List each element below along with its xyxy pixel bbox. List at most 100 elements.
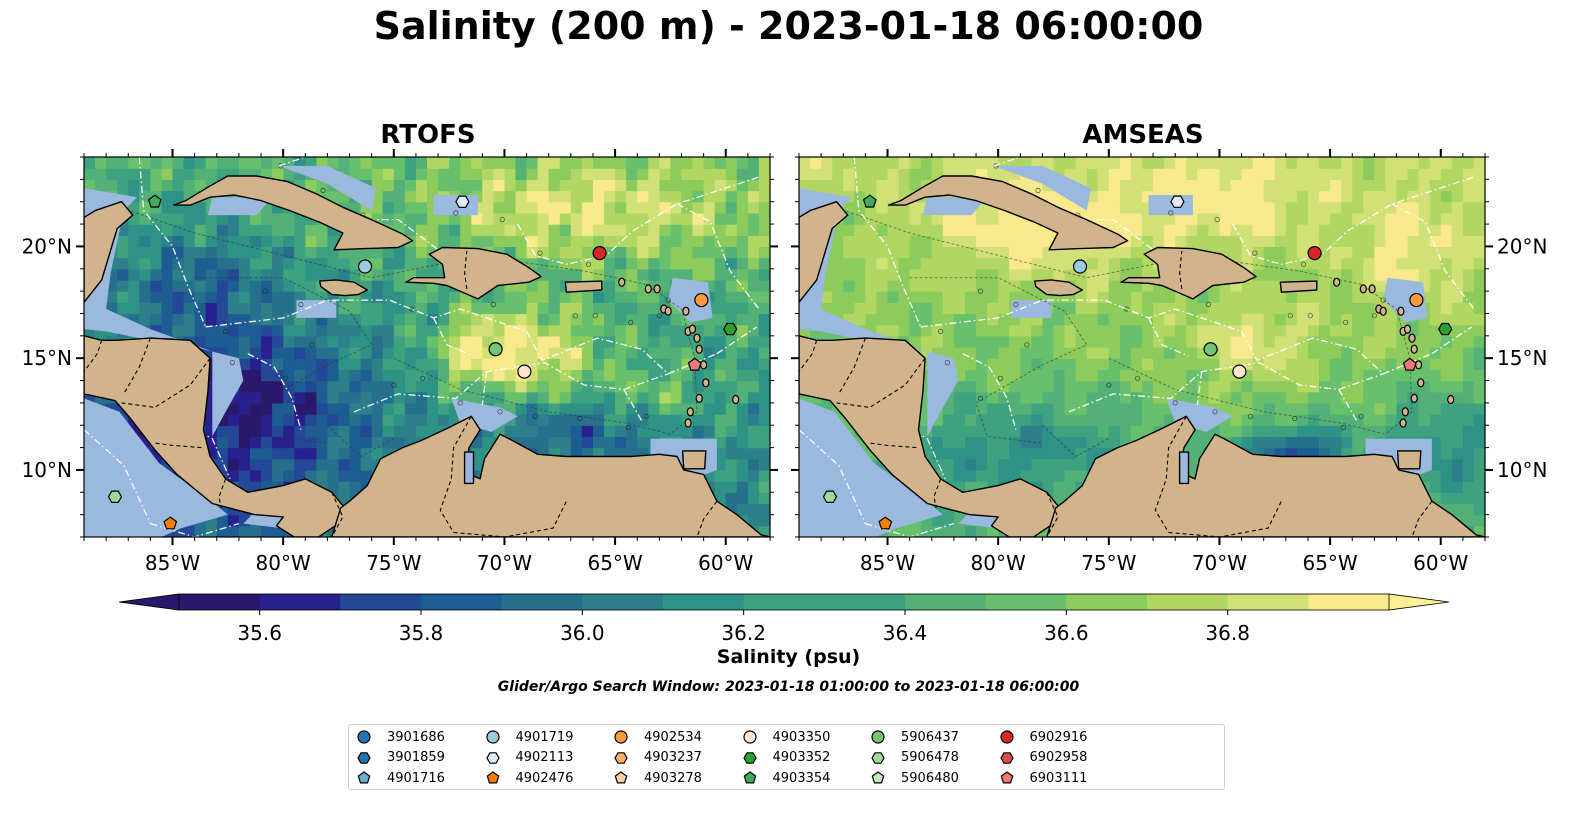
rtofs-lon-tick-label: 85°W (145, 551, 200, 575)
legend-item-3901859: 3901859 (355, 748, 445, 768)
rtofs-reef-contour (643, 413, 649, 419)
legend-marker-4901716[interactable] (357, 771, 371, 784)
legend-marker-hexagon-icon (485, 751, 500, 764)
rtofs-reef-contour (490, 301, 496, 308)
colorbar-tick-label: 36.0 (560, 621, 605, 645)
figure-title: Salinity (200 m) - 2023-01-18 06:00:00 (373, 4, 1204, 48)
amseas-platform-5906437[interactable] (1203, 342, 1218, 357)
rtofs-lon-tick-label: 65°W (587, 551, 642, 575)
amseas-eez-boundary (993, 157, 1021, 167)
amseas-map-panel[interactable]: 85°W 80°W 75°W 70°W 65°W 60°W 10°N 15°N 20°N (791, 149, 1547, 575)
amseas-shallow-water (1011, 300, 1052, 318)
legend-marker-5906478[interactable] (871, 751, 885, 764)
legend-marker-5906480[interactable] (871, 771, 885, 784)
rtofs-country-border (154, 442, 202, 449)
amseas-lon-tick-label: 75°W (1081, 551, 1136, 575)
rtofs-eez-boundary (367, 218, 443, 254)
rtofs-platform-4903350[interactable] (517, 364, 532, 379)
amseas-island (1359, 284, 1367, 294)
legend-marker-4902534[interactable] (614, 730, 628, 744)
colorbar-bin (259, 594, 341, 610)
amseas-eez-boundary (1232, 176, 1475, 265)
legend-marker-4901719[interactable] (485, 730, 500, 744)
legend-marker-circle-icon (999, 730, 1014, 744)
rtofs-bathymetry-contour (327, 424, 395, 458)
amseas-platform-5906478[interactable] (822, 490, 838, 503)
rtofs-reef-contour (537, 250, 543, 256)
rtofs-reef-contour (625, 424, 632, 431)
legend-marker-4902476[interactable] (486, 771, 499, 784)
colorbar-bin (743, 594, 825, 610)
legend-marker-3901859[interactable] (357, 751, 371, 764)
rtofs-platform-5906437[interactable] (488, 342, 503, 357)
legend-label: 4903352 (772, 750, 831, 765)
amseas-platform-6903111[interactable] (1402, 357, 1417, 371)
legend-label: 4901716 (387, 770, 445, 786)
legend-item-4901716: 4901716 (355, 768, 445, 788)
amseas-platform-4903352[interactable] (1438, 322, 1453, 336)
rtofs-platform-6903111[interactable] (687, 357, 702, 371)
amseas-platform-4903350[interactable] (1232, 364, 1247, 379)
rtofs-trinidad (681, 450, 707, 470)
rtofs-shallow-water (433, 195, 478, 216)
panel-title-rtofs: RTOFS (380, 120, 476, 150)
amseas-reef-contour (977, 395, 984, 401)
rtofs-shallow-water (296, 300, 337, 318)
legend-marker-circle-icon (614, 730, 628, 744)
amseas-reef-contour (1307, 313, 1313, 319)
rtofs-platform-4903352[interactable] (723, 322, 738, 336)
legend-marker-6902958[interactable] (999, 751, 1014, 764)
rtofs-platform-4903354[interactable] (147, 194, 162, 208)
amseas-platform-4902534[interactable] (1409, 292, 1424, 308)
rtofs-map-panel[interactable]: 85°W 80°W 75°W 70°W 65°W 60°W 10°N 15°N 20°N (22, 149, 778, 575)
legend-marker-4903354[interactable] (743, 771, 756, 784)
legend-marker-3901686[interactable] (357, 730, 371, 744)
legend-marker-4903352[interactable] (742, 751, 757, 764)
amseas-reef-contour (1024, 342, 1030, 348)
rtofs-platform-6902916[interactable] (592, 246, 607, 261)
legend-marker-6903111[interactable] (1000, 771, 1013, 784)
legend-marker-4903278[interactable] (614, 771, 628, 784)
amseas-country-border (1154, 416, 1187, 533)
amseas-platform-4901719[interactable] (1072, 259, 1088, 274)
legend-marker-pentagon-icon (743, 771, 756, 784)
legend-marker-6902916[interactable] (999, 730, 1014, 744)
amseas-country-border (836, 357, 926, 408)
amseas-shallow-water (993, 165, 1092, 211)
rtofs-lat-tick-label: 15°N (22, 346, 72, 370)
rtofs-platform-4902476[interactable] (163, 516, 178, 530)
legend-marker-4903350[interactable] (742, 730, 757, 744)
rtofs-island (693, 333, 701, 343)
amseas-platform-6902916[interactable] (1307, 246, 1322, 261)
amseas-platform-4902476[interactable] (878, 516, 893, 530)
amseas-reef-contour (1380, 297, 1386, 303)
rtofs-eez-boundary (481, 371, 488, 406)
legend-marker-5906437[interactable] (871, 730, 885, 744)
colorbar-tick-label: 36.8 (1205, 621, 1250, 645)
legend-label: 5906480 (901, 770, 959, 786)
rtofs-eez-boundary (517, 176, 760, 265)
legend-marker-circle-icon (485, 730, 500, 744)
legend-marker-4902113[interactable] (485, 751, 500, 764)
rtofs-platform-5906478[interactable] (107, 490, 123, 503)
legend-item-6902958: 6902958 (998, 748, 1087, 768)
amseas-platform-4903354[interactable] (862, 194, 877, 208)
amseas-platform-4902113[interactable] (1170, 195, 1185, 208)
amseas-reef-contour (1106, 382, 1112, 388)
rtofs-lon-tick-label: 80°W (256, 551, 311, 575)
rtofs-reef-contour (309, 342, 315, 348)
rtofs-platform-4901719[interactable] (357, 259, 373, 274)
amseas-reef-contour (1205, 301, 1211, 308)
amseas-eez-boundary (900, 424, 946, 480)
amseas-lon-tick-label: 85°W (860, 551, 915, 575)
amseas-eez-boundary (1148, 317, 1189, 357)
legend-item-5906478: 5906478 (869, 748, 959, 768)
legend-marker-pentagon-icon (871, 771, 885, 784)
rtofs-platform-4902534[interactable] (694, 292, 709, 308)
amseas-lat-tick-label: 15°N (1497, 346, 1547, 370)
amseas-eez-boundary (1196, 371, 1203, 406)
rtofs-reef-contour (320, 187, 326, 194)
legend-marker-4903237[interactable] (614, 751, 628, 764)
rtofs-map-frame (83, 156, 771, 538)
rtofs-platform-4902113[interactable] (455, 195, 470, 208)
